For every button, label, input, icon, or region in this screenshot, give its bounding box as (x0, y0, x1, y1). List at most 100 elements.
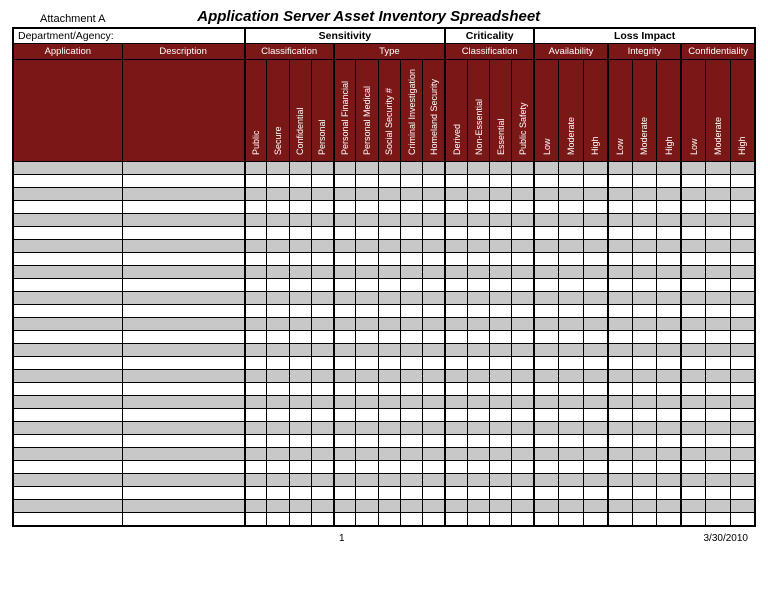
table-cell[interactable] (311, 253, 333, 266)
table-cell[interactable] (559, 240, 584, 253)
table-cell[interactable] (534, 331, 559, 344)
table-cell[interactable] (245, 422, 267, 435)
table-cell[interactable] (13, 279, 122, 292)
table-cell[interactable] (378, 422, 400, 435)
table-cell[interactable] (356, 305, 378, 318)
table-cell[interactable] (423, 305, 445, 318)
table-cell[interactable] (356, 370, 378, 383)
table-cell[interactable] (423, 266, 445, 279)
table-cell[interactable] (512, 188, 534, 201)
table-cell[interactable] (681, 435, 706, 448)
table-cell[interactable] (400, 474, 422, 487)
table-cell[interactable] (467, 227, 489, 240)
table-cell[interactable] (423, 461, 445, 474)
table-cell[interactable] (423, 435, 445, 448)
table-cell[interactable] (334, 175, 356, 188)
table-cell[interactable] (13, 227, 122, 240)
table-cell[interactable] (632, 435, 657, 448)
table-cell[interactable] (356, 500, 378, 513)
table-cell[interactable] (534, 422, 559, 435)
table-cell[interactable] (681, 409, 706, 422)
table-cell[interactable] (632, 305, 657, 318)
table-cell[interactable] (122, 474, 245, 487)
table-cell[interactable] (657, 305, 682, 318)
table-cell[interactable] (512, 175, 534, 188)
table-cell[interactable] (311, 500, 333, 513)
table-cell[interactable] (512, 214, 534, 227)
table-cell[interactable] (267, 214, 289, 227)
table-cell[interactable] (467, 370, 489, 383)
table-cell[interactable] (245, 331, 267, 344)
table-cell[interactable] (289, 240, 311, 253)
table-cell[interactable] (289, 266, 311, 279)
table-cell[interactable] (730, 487, 755, 500)
table-cell[interactable] (356, 214, 378, 227)
table-cell[interactable] (13, 383, 122, 396)
table-cell[interactable] (657, 474, 682, 487)
table-cell[interactable] (445, 422, 467, 435)
table-cell[interactable] (490, 279, 512, 292)
table-cell[interactable] (730, 370, 755, 383)
table-cell[interactable] (356, 513, 378, 526)
table-cell[interactable] (445, 500, 467, 513)
table-cell[interactable] (356, 331, 378, 344)
table-cell[interactable] (445, 461, 467, 474)
table-cell[interactable] (311, 370, 333, 383)
table-cell[interactable] (311, 188, 333, 201)
table-cell[interactable] (681, 227, 706, 240)
table-cell[interactable] (423, 487, 445, 500)
table-cell[interactable] (378, 201, 400, 214)
table-cell[interactable] (378, 175, 400, 188)
table-cell[interactable] (534, 383, 559, 396)
table-cell[interactable] (245, 344, 267, 357)
table-cell[interactable] (730, 201, 755, 214)
table-cell[interactable] (657, 318, 682, 331)
table-cell[interactable] (400, 448, 422, 461)
table-cell[interactable] (657, 201, 682, 214)
table-cell[interactable] (245, 227, 267, 240)
table-cell[interactable] (245, 162, 267, 175)
table-cell[interactable] (400, 370, 422, 383)
table-cell[interactable] (334, 487, 356, 500)
table-cell[interactable] (681, 331, 706, 344)
table-cell[interactable] (13, 435, 122, 448)
table-cell[interactable] (467, 435, 489, 448)
table-cell[interactable] (334, 279, 356, 292)
table-cell[interactable] (356, 474, 378, 487)
table-cell[interactable] (657, 487, 682, 500)
table-cell[interactable] (657, 370, 682, 383)
table-cell[interactable] (445, 474, 467, 487)
table-cell[interactable] (122, 331, 245, 344)
table-cell[interactable] (423, 253, 445, 266)
table-cell[interactable] (311, 201, 333, 214)
table-cell[interactable] (730, 331, 755, 344)
table-cell[interactable] (534, 474, 559, 487)
table-cell[interactable] (559, 344, 584, 357)
table-cell[interactable] (467, 448, 489, 461)
table-cell[interactable] (583, 318, 608, 331)
table-cell[interactable] (730, 188, 755, 201)
table-cell[interactable] (13, 357, 122, 370)
table-cell[interactable] (467, 253, 489, 266)
table-cell[interactable] (467, 487, 489, 500)
table-cell[interactable] (423, 357, 445, 370)
table-cell[interactable] (289, 201, 311, 214)
table-cell[interactable] (681, 357, 706, 370)
table-cell[interactable] (490, 461, 512, 474)
table-cell[interactable] (490, 474, 512, 487)
table-cell[interactable] (445, 175, 467, 188)
table-cell[interactable] (467, 357, 489, 370)
table-cell[interactable] (632, 409, 657, 422)
table-cell[interactable] (423, 240, 445, 253)
table-cell[interactable] (657, 461, 682, 474)
table-cell[interactable] (534, 227, 559, 240)
table-cell[interactable] (378, 331, 400, 344)
table-cell[interactable] (245, 435, 267, 448)
table-cell[interactable] (122, 227, 245, 240)
table-cell[interactable] (400, 279, 422, 292)
table-cell[interactable] (423, 279, 445, 292)
table-cell[interactable] (378, 318, 400, 331)
table-cell[interactable] (730, 396, 755, 409)
table-cell[interactable] (490, 383, 512, 396)
table-cell[interactable] (730, 500, 755, 513)
